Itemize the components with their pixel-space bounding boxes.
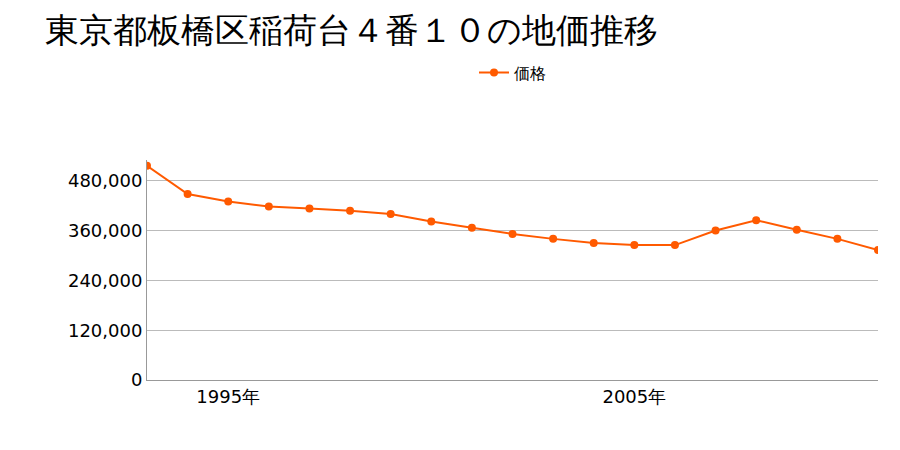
svg-text:240,000: 240,000 <box>68 270 142 291</box>
svg-text:0: 0 <box>131 369 142 390</box>
svg-text:1995年: 1995年 <box>196 386 260 407</box>
svg-text:2005年: 2005年 <box>602 386 666 407</box>
svg-text:価格: 価格 <box>514 64 546 83</box>
svg-text:120,000: 120,000 <box>68 319 142 340</box>
svg-text:480,000: 480,000 <box>68 170 142 191</box>
svg-text:東京都板橋区稲荷台４番１０の地価推移: 東京都板橋区稲荷台４番１０の地価推移 <box>45 10 658 50</box>
svg-text:360,000: 360,000 <box>68 220 142 241</box>
